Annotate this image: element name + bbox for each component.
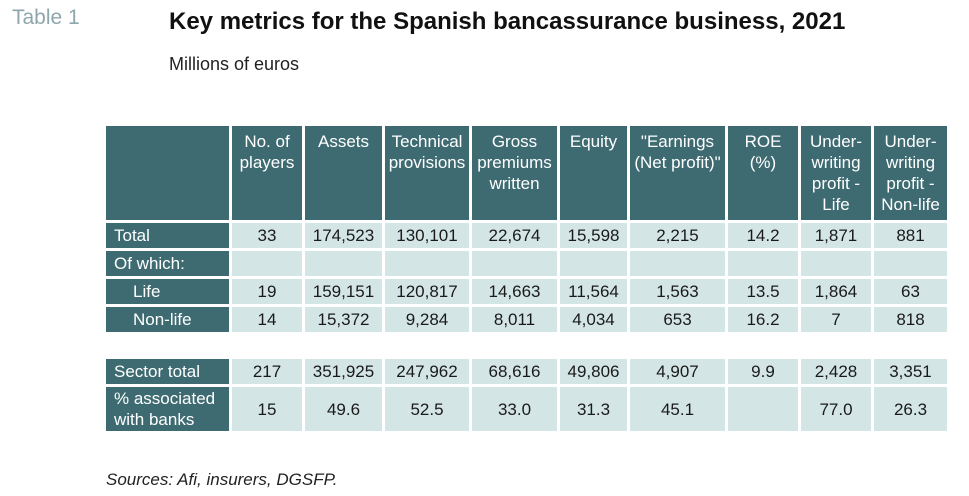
table-cell: 31.3 <box>560 387 630 434</box>
header-cell-assets: Assets <box>305 126 385 223</box>
row-label: Life <box>106 279 232 307</box>
table-cell: 818 <box>874 307 950 335</box>
table-cell: 15 <box>232 387 305 434</box>
table-cell: 1,864 <box>801 279 874 307</box>
header-cell-players: No. of players <box>232 126 305 223</box>
table-cell: 1,871 <box>801 223 874 251</box>
table-cell: 351,925 <box>305 359 385 387</box>
row-label: Total <box>106 223 232 251</box>
table-cell: 45.1 <box>630 387 728 434</box>
header-cell-technical-provisions: Technical provisions <box>385 126 472 223</box>
table-cell: 159,151 <box>305 279 385 307</box>
row-label: Sector total <box>106 359 232 387</box>
table-number-label: Table 1 <box>12 6 80 29</box>
table-cell: 15,372 <box>305 307 385 335</box>
table-cell <box>728 387 801 434</box>
table-cell <box>874 251 950 279</box>
table-cell: 49.6 <box>305 387 385 434</box>
table-cell: 14 <box>232 307 305 335</box>
table-cell: 1,563 <box>630 279 728 307</box>
table-cell: 2,215 <box>630 223 728 251</box>
table-cell: 7 <box>801 307 874 335</box>
table-cell: 4,034 <box>560 307 630 335</box>
table-cell <box>801 251 874 279</box>
table-row-total: Total 33 174,523 130,101 22,674 15,598 2… <box>106 223 950 251</box>
row-label: Of which: <box>106 251 232 279</box>
header-cell-equity: Equity <box>560 126 630 223</box>
table-cell: 16.2 <box>728 307 801 335</box>
header-cell-uw-profit-nonlife: Under- writing profit - Non-life <box>874 126 950 223</box>
table-cell: 68,616 <box>472 359 560 387</box>
table-cell <box>232 251 305 279</box>
header-cell-uw-profit-life: Under- writing profit - Life <box>801 126 874 223</box>
table-cell: 653 <box>630 307 728 335</box>
metrics-table: No. of players Assets Technical provisio… <box>106 126 950 434</box>
table-cell <box>472 251 560 279</box>
table-row-associated-with-banks: % associated with banks 15 49.6 52.5 33.… <box>106 387 950 434</box>
table-cell: 14.2 <box>728 223 801 251</box>
table-cell: 33.0 <box>472 387 560 434</box>
table-cell <box>630 251 728 279</box>
row-label: Non-life <box>106 307 232 335</box>
table-cell: 8,011 <box>472 307 560 335</box>
header-cell-corner <box>106 126 232 223</box>
table-cell: 26.3 <box>874 387 950 434</box>
page-subtitle: Millions of euros <box>169 54 300 74</box>
table-cell: 3,351 <box>874 359 950 387</box>
table-cell: 77.0 <box>801 387 874 434</box>
table-cell: 49,806 <box>560 359 630 387</box>
table-cell <box>305 251 385 279</box>
table-cell: 19 <box>232 279 305 307</box>
table-cell: 11,564 <box>560 279 630 307</box>
table-row-life: Life 19 159,151 120,817 14,663 11,564 1,… <box>106 279 950 307</box>
table-cell: 130,101 <box>385 223 472 251</box>
table-cell: 15,598 <box>560 223 630 251</box>
table-cell: 2,428 <box>801 359 874 387</box>
table-cell: 9,284 <box>385 307 472 335</box>
table-row-of-which: Of which: <box>106 251 950 279</box>
header-cell-roe: ROE (%) <box>728 126 801 223</box>
table-cell: 14,663 <box>472 279 560 307</box>
table-cell: 881 <box>874 223 950 251</box>
spacer-cell <box>106 335 950 359</box>
table-cell <box>385 251 472 279</box>
table-cell: 33 <box>232 223 305 251</box>
table-cell: 217 <box>232 359 305 387</box>
sources-note: Sources: Afi, insurers, DGSFP. <box>106 470 338 489</box>
table-cell: 247,962 <box>385 359 472 387</box>
table-cell: 22,674 <box>472 223 560 251</box>
header-cell-gross-premiums: Gross premiums written <box>472 126 560 223</box>
table-cell: 13.5 <box>728 279 801 307</box>
table-row-nonlife: Non-life 14 15,372 9,284 8,011 4,034 653… <box>106 307 950 335</box>
table-cell: 174,523 <box>305 223 385 251</box>
table-cell: 120,817 <box>385 279 472 307</box>
page-title: Key metrics for the Spanish bancassuranc… <box>169 8 846 35</box>
header-row: No. of players Assets Technical provisio… <box>106 126 950 223</box>
table-cell <box>728 251 801 279</box>
table-cell: 63 <box>874 279 950 307</box>
table-spacer-row <box>106 335 950 359</box>
table-cell <box>560 251 630 279</box>
table-cell: 9.9 <box>728 359 801 387</box>
row-label: % associated with banks <box>106 387 232 434</box>
table-cell: 4,907 <box>630 359 728 387</box>
header-cell-earnings: "Earnings (Net profit)" <box>630 126 728 223</box>
table-row-sector-total: Sector total 217 351,925 247,962 68,616 … <box>106 359 950 387</box>
table-cell: 52.5 <box>385 387 472 434</box>
